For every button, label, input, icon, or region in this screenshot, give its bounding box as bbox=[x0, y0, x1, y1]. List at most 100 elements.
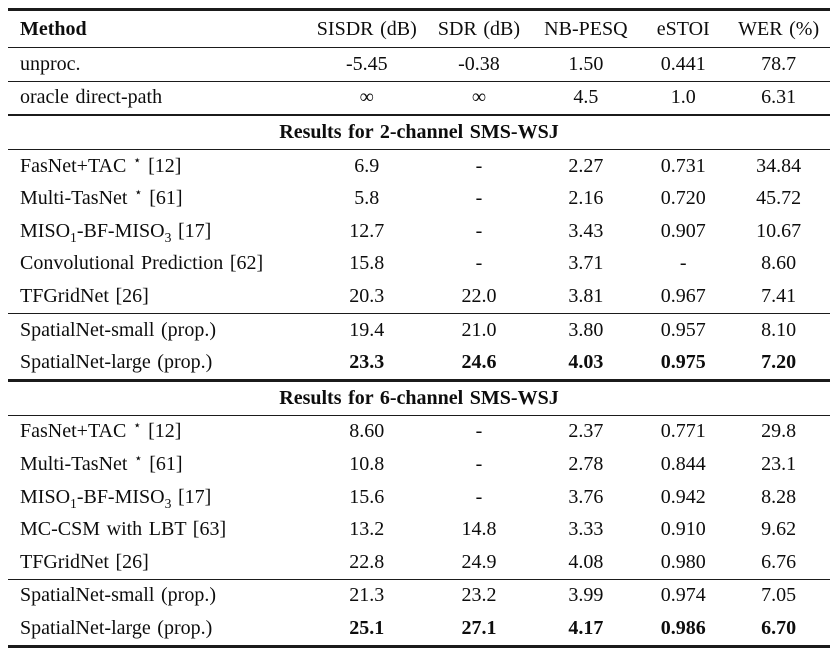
value-cell: 0.974 bbox=[660, 584, 706, 607]
method-cell: TFGridNet [26] bbox=[20, 550, 149, 573]
value-cell: 23.1 bbox=[761, 452, 797, 475]
value-cell: 4.08 bbox=[568, 550, 604, 573]
value-cell: 7.05 bbox=[761, 584, 797, 607]
table-row: SpatialNet-small (prop.) 21.3 23.2 3.99 0.97… bbox=[8, 579, 830, 612]
method-cell: FasNet+TAC ⋆ [12] bbox=[20, 151, 182, 177]
value-cell: - bbox=[475, 420, 483, 443]
value-cell: 0.441 bbox=[660, 52, 706, 75]
value-cell: 21.3 bbox=[349, 584, 385, 607]
value-cell: 13.2 bbox=[349, 518, 385, 541]
value-cell: 45.72 bbox=[756, 187, 802, 210]
value-cell: 3.80 bbox=[568, 318, 604, 341]
value-cell: - bbox=[679, 252, 687, 275]
value-cell: 15.6 bbox=[349, 485, 385, 508]
table-row: TFGridNet [26] 22.8 24.9 4.08 0.980 6.76 bbox=[8, 546, 830, 579]
value-cell: 0.771 bbox=[660, 420, 706, 443]
value-cell: 2.16 bbox=[568, 187, 604, 210]
header-row: Method SISDR (dB) SDR (dB) NB-PESQ eSTOI… bbox=[8, 9, 830, 48]
value-cell: 27.1 bbox=[461, 616, 497, 639]
value-cell: 22.8 bbox=[349, 550, 385, 573]
value-cell: 8.60 bbox=[761, 252, 797, 275]
value-cell: 0.967 bbox=[660, 284, 706, 307]
value-cell: 6.9 bbox=[354, 154, 380, 177]
table-row: Multi-TasNet ⋆ [61] 5.8 - 2.16 0.720 45.72 bbox=[8, 182, 830, 215]
table-row: SpatialNet-large (prop.) 25.1 27.1 4.17 0.98… bbox=[8, 612, 830, 647]
value-cell: 3.33 bbox=[568, 518, 604, 541]
value-cell: ∞ bbox=[471, 86, 487, 109]
value-cell: 0.844 bbox=[660, 452, 706, 475]
method-cell: SpatialNet-small (prop.) bbox=[20, 318, 216, 341]
section-header-row: Results for 2-channel SMS-WSJ bbox=[8, 115, 830, 150]
table-row: MC-CSM with LBT [63] 13.2 14.8 3.33 0.910 9.6… bbox=[8, 513, 830, 546]
value-cell: 24.6 bbox=[461, 351, 497, 374]
value-cell: 6.31 bbox=[761, 86, 797, 109]
value-cell: 3.43 bbox=[568, 219, 604, 242]
value-cell: 0.957 bbox=[660, 318, 706, 341]
value-cell: 24.9 bbox=[461, 550, 497, 573]
table-row: TFGridNet [26] 20.3 22.0 3.81 0.967 7.41 bbox=[8, 280, 830, 314]
value-cell: 23.2 bbox=[461, 584, 497, 607]
method-cell: Convolutional Prediction [62] bbox=[20, 252, 264, 275]
value-cell: 0.975 bbox=[660, 351, 706, 374]
method-cell: SpatialNet-small (prop.) bbox=[20, 584, 216, 607]
column-header-estoi: eSTOI bbox=[656, 18, 710, 40]
value-cell: 1.0 bbox=[670, 86, 696, 109]
method-cell: oracle direct-path bbox=[20, 86, 163, 109]
method-cell: MISO1-BF-MISO3 [17] bbox=[20, 219, 212, 245]
method-cell: unproc. bbox=[20, 52, 81, 75]
value-cell: 34.84 bbox=[756, 154, 802, 177]
value-cell: 7.41 bbox=[761, 284, 797, 307]
value-cell: 2.37 bbox=[568, 420, 604, 443]
method-cell: TFGridNet [26] bbox=[20, 284, 149, 307]
value-cell: 8.10 bbox=[761, 318, 797, 341]
value-cell: - bbox=[475, 485, 483, 508]
value-cell: -0.38 bbox=[458, 52, 500, 75]
value-cell: - bbox=[475, 252, 483, 275]
method-cell: Multi-TasNet ⋆ [61] bbox=[20, 450, 183, 475]
value-cell: ∞ bbox=[359, 86, 374, 109]
value-cell: 10.8 bbox=[349, 452, 385, 475]
value-cell: - bbox=[475, 219, 483, 242]
value-cell: 0.942 bbox=[660, 485, 706, 508]
value-cell: - bbox=[475, 187, 483, 210]
table-header: Method SISDR (dB) SDR (dB) NB-PESQ eSTOI… bbox=[8, 9, 830, 48]
value-cell: 22.0 bbox=[461, 284, 497, 307]
value-cell: 0.980 bbox=[660, 550, 706, 573]
value-cell: 20.3 bbox=[349, 284, 385, 307]
value-cell: 5.8 bbox=[354, 187, 380, 210]
value-cell: 14.8 bbox=[461, 518, 497, 541]
value-cell: 29.8 bbox=[761, 420, 797, 443]
value-cell: 4.17 bbox=[568, 616, 604, 639]
value-cell: 0.907 bbox=[660, 219, 706, 242]
value-cell: - bbox=[475, 154, 483, 177]
value-cell: 3.76 bbox=[568, 485, 604, 508]
method-cell: SpatialNet-large (prop.) bbox=[20, 351, 213, 374]
method-cell: MISO1-BF-MISO3 [17] bbox=[20, 485, 212, 511]
value-cell: 10.67 bbox=[756, 219, 802, 242]
value-cell: 4.5 bbox=[573, 86, 599, 109]
table-row: oracle direct-path ∞ ∞ 4.5 1.0 6.31 bbox=[8, 81, 830, 116]
value-cell: 3.99 bbox=[568, 584, 604, 607]
value-cell: 23.3 bbox=[349, 351, 385, 374]
table-row: unproc. -5.45 -0.38 1.50 0.441 78.7 bbox=[8, 48, 830, 82]
value-cell: 2.27 bbox=[568, 154, 604, 177]
value-cell: 6.70 bbox=[761, 616, 797, 639]
value-cell: 8.28 bbox=[761, 485, 797, 508]
value-cell: 0.910 bbox=[660, 518, 706, 541]
value-cell: 7.20 bbox=[761, 351, 797, 374]
value-cell: 4.03 bbox=[568, 351, 604, 374]
method-cell: FasNet+TAC ⋆ [12] bbox=[20, 417, 182, 443]
value-cell: 21.0 bbox=[461, 318, 497, 341]
value-cell: 6.76 bbox=[761, 550, 797, 573]
table-row: MISO1-BF-MISO3 [17] 12.7 - 3.43 0.907 10.67 bbox=[8, 215, 830, 248]
table-row: SpatialNet-small (prop.) 19.4 21.0 3.80 0.95… bbox=[8, 313, 830, 346]
column-header-wer: WER (%) bbox=[738, 18, 820, 40]
value-cell: - bbox=[475, 452, 483, 475]
value-cell: 8.60 bbox=[349, 420, 385, 443]
value-cell: 19.4 bbox=[349, 318, 385, 341]
value-cell: 0.720 bbox=[660, 187, 706, 210]
value-cell: 1.50 bbox=[568, 52, 604, 75]
value-cell: -5.45 bbox=[345, 52, 388, 75]
section-title: Results for 2-channel SMS-WSJ bbox=[279, 120, 559, 143]
method-cell: Multi-TasNet ⋆ [61] bbox=[20, 184, 183, 210]
